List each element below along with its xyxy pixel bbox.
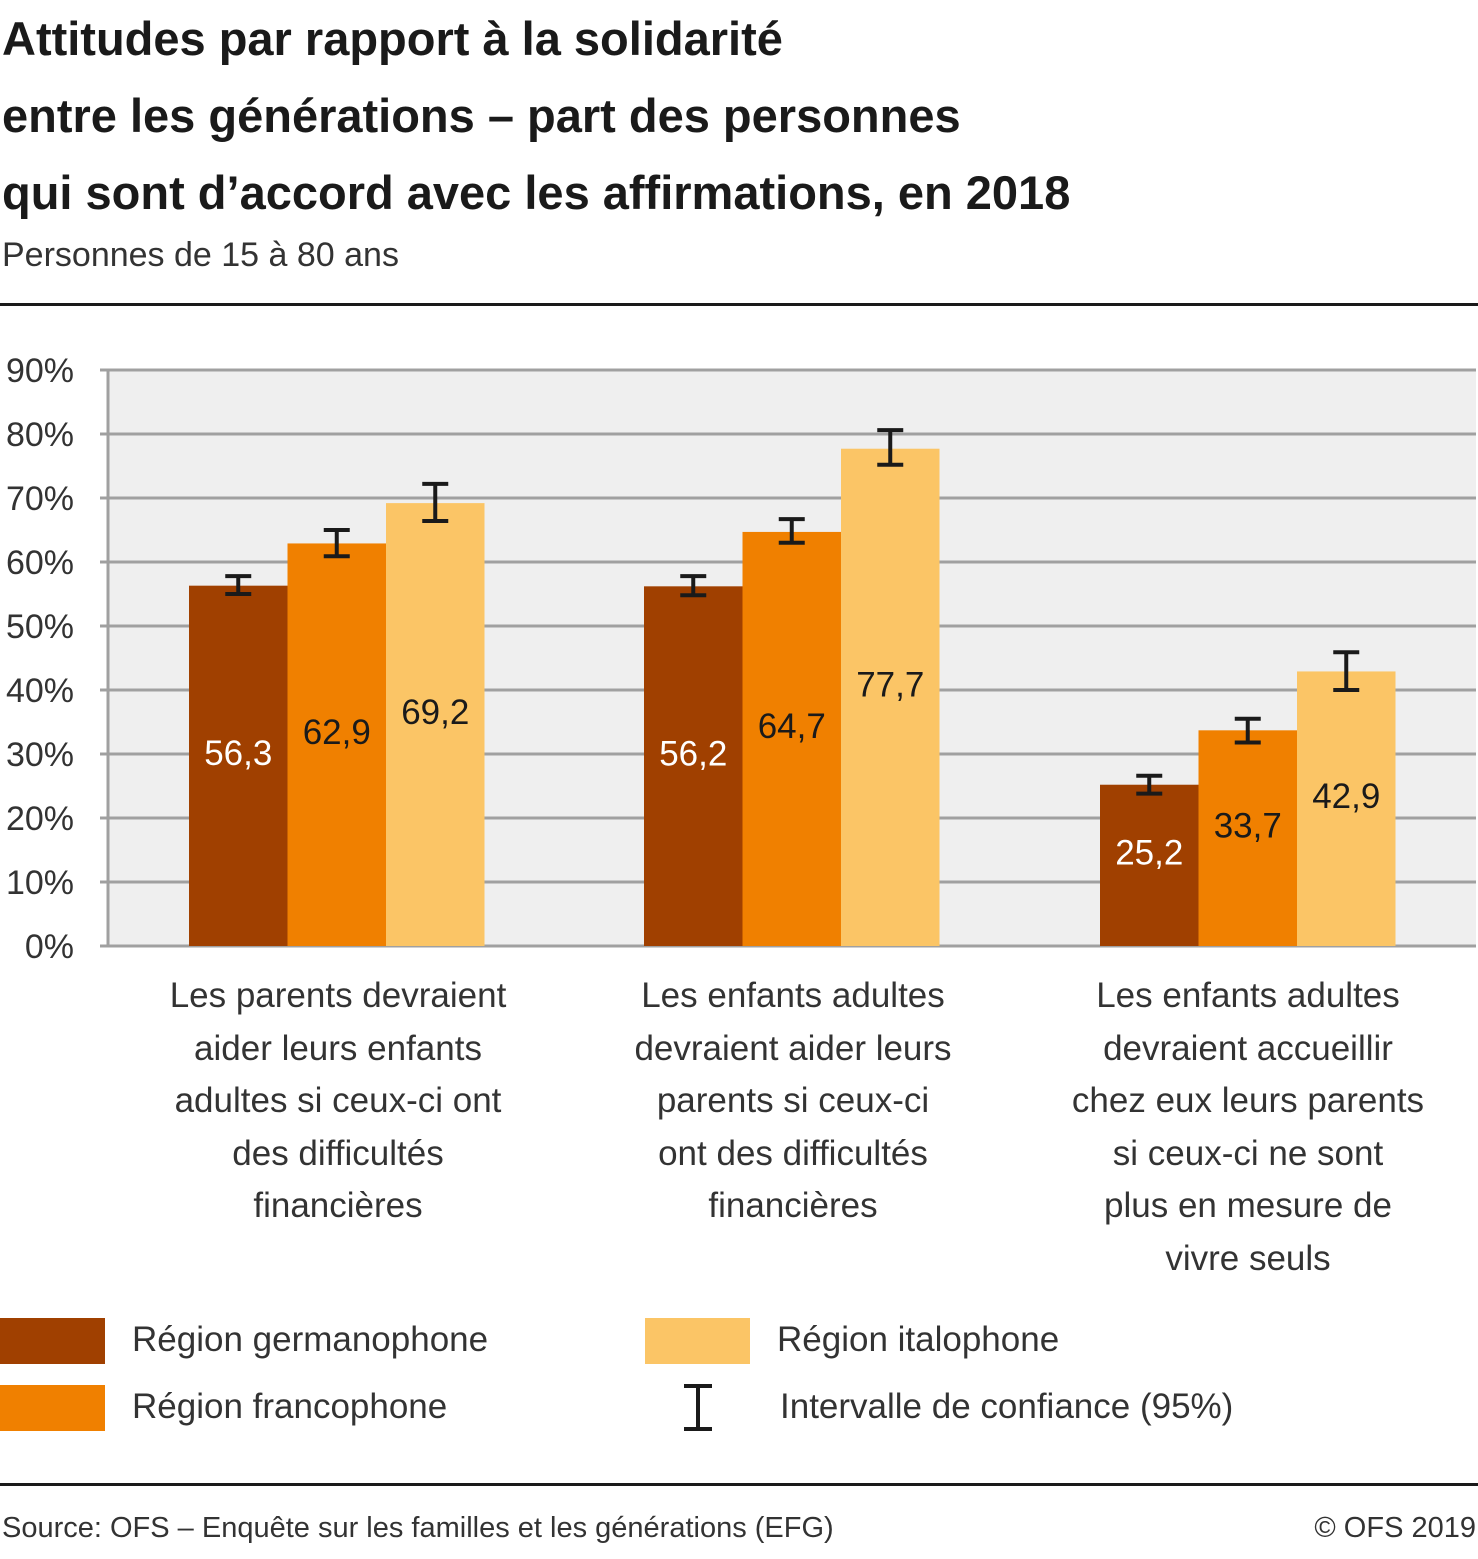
y-tick-label: 60% (6, 544, 74, 582)
category-label-line: Les enfants adultes (1096, 976, 1400, 1015)
bar (841, 448, 940, 946)
chart-title-line: Attitudes par rapport à la solidarité (2, 12, 783, 65)
copyright-note: © OFS 2019 (1314, 1512, 1476, 1544)
category-label-line: parents si ceux-ci (656, 1081, 930, 1120)
chart-subtitle: Personnes de 15 à 80 ans (2, 236, 399, 274)
category-label-line: ont des difficultés (658, 1133, 928, 1173)
source-note: Source: OFS – Enquête sur les familles e… (2, 1512, 834, 1544)
bar-value-label: 69,2 (401, 693, 469, 732)
bar (1198, 730, 1297, 946)
legend-label-confidence-interval: Intervalle de confiance (95%) (780, 1387, 1234, 1426)
top-divider (0, 303, 1478, 306)
bar (189, 585, 288, 946)
bottom-divider (0, 1483, 1478, 1486)
y-tick-label: 20% (6, 800, 74, 838)
chart-title: Attitudes par rapport à la solidarité en… (2, 0, 1402, 231)
bar (1100, 784, 1199, 946)
legend-label-germanophone: Région germanophone (132, 1320, 489, 1359)
category-label-line: vivre seuls (1165, 1238, 1331, 1278)
bar-value-label: 77,7 (856, 666, 924, 705)
category-label-2: Les enfants adultes devraient accueillir… (1038, 970, 1458, 1285)
category-label-line: aider leurs enfants (194, 1028, 482, 1068)
legend-label-italophone: Région italophone (777, 1320, 1060, 1359)
y-tick-label: 30% (6, 736, 74, 774)
category-label-line: plus en mesure de (1104, 1186, 1392, 1225)
bar-value-label: 33,7 (1214, 806, 1282, 845)
category-label-line: financières (708, 1186, 878, 1225)
category-label-1: Les enfants adultes devraient aider leur… (583, 970, 1003, 1233)
chart-title-line: qui sont d’accord avec les affirmations,… (2, 166, 1071, 219)
y-tick-label: 90% (6, 352, 74, 390)
legend-label-francophone: Région francophone (132, 1387, 448, 1426)
y-tick-label: 40% (6, 672, 74, 710)
category-label-line: Les enfants adultes (641, 976, 945, 1015)
chart-title-line: entre les générations – part des personn… (2, 89, 961, 142)
y-tick-label: 10% (6, 864, 74, 902)
bar-value-label: 25,2 (1115, 834, 1183, 873)
bar (386, 503, 485, 946)
y-tick-label: 50% (6, 608, 74, 646)
category-label-line: adultes si ceux-ci ont (174, 1081, 502, 1120)
category-label-line: si ceux-ci ne sont (1112, 1133, 1384, 1173)
bar-value-label: 56,2 (659, 734, 727, 773)
category-label-line: devraient accueillir (1103, 1028, 1393, 1068)
category-label-0: Les parents devraient aider leurs enfant… (128, 970, 548, 1233)
bar (287, 543, 386, 946)
bar-value-label: 56,3 (204, 734, 272, 773)
legend-swatch-italophone (645, 1318, 750, 1364)
category-label-line: chez eux leurs parents (1071, 1081, 1425, 1120)
bar (742, 531, 841, 946)
legend-swatch-germanophone (0, 1318, 105, 1364)
bar-value-label: 62,9 (303, 713, 371, 752)
legend-error-bar-icon (684, 1384, 712, 1431)
y-tick-label: 70% (6, 480, 74, 518)
category-label-line: financières (253, 1186, 423, 1225)
legend-swatch-francophone (0, 1385, 105, 1431)
bar (644, 586, 743, 946)
category-label-line: Les parents devraient (169, 976, 507, 1015)
bar-value-label: 42,9 (1312, 777, 1380, 816)
bar (1297, 671, 1396, 946)
category-label-line: devraient aider leurs (634, 1028, 952, 1068)
y-tick-label: 80% (6, 416, 74, 454)
category-label-line: des difficultés (232, 1133, 444, 1173)
y-tick-label: 0% (25, 928, 74, 960)
bar-value-label: 64,7 (758, 707, 826, 746)
bar-chart: 0% 10% 20% 30% 40% 50% 60% 70% 80% 90% 56,3 62,9 69,… (6, 352, 1476, 960)
